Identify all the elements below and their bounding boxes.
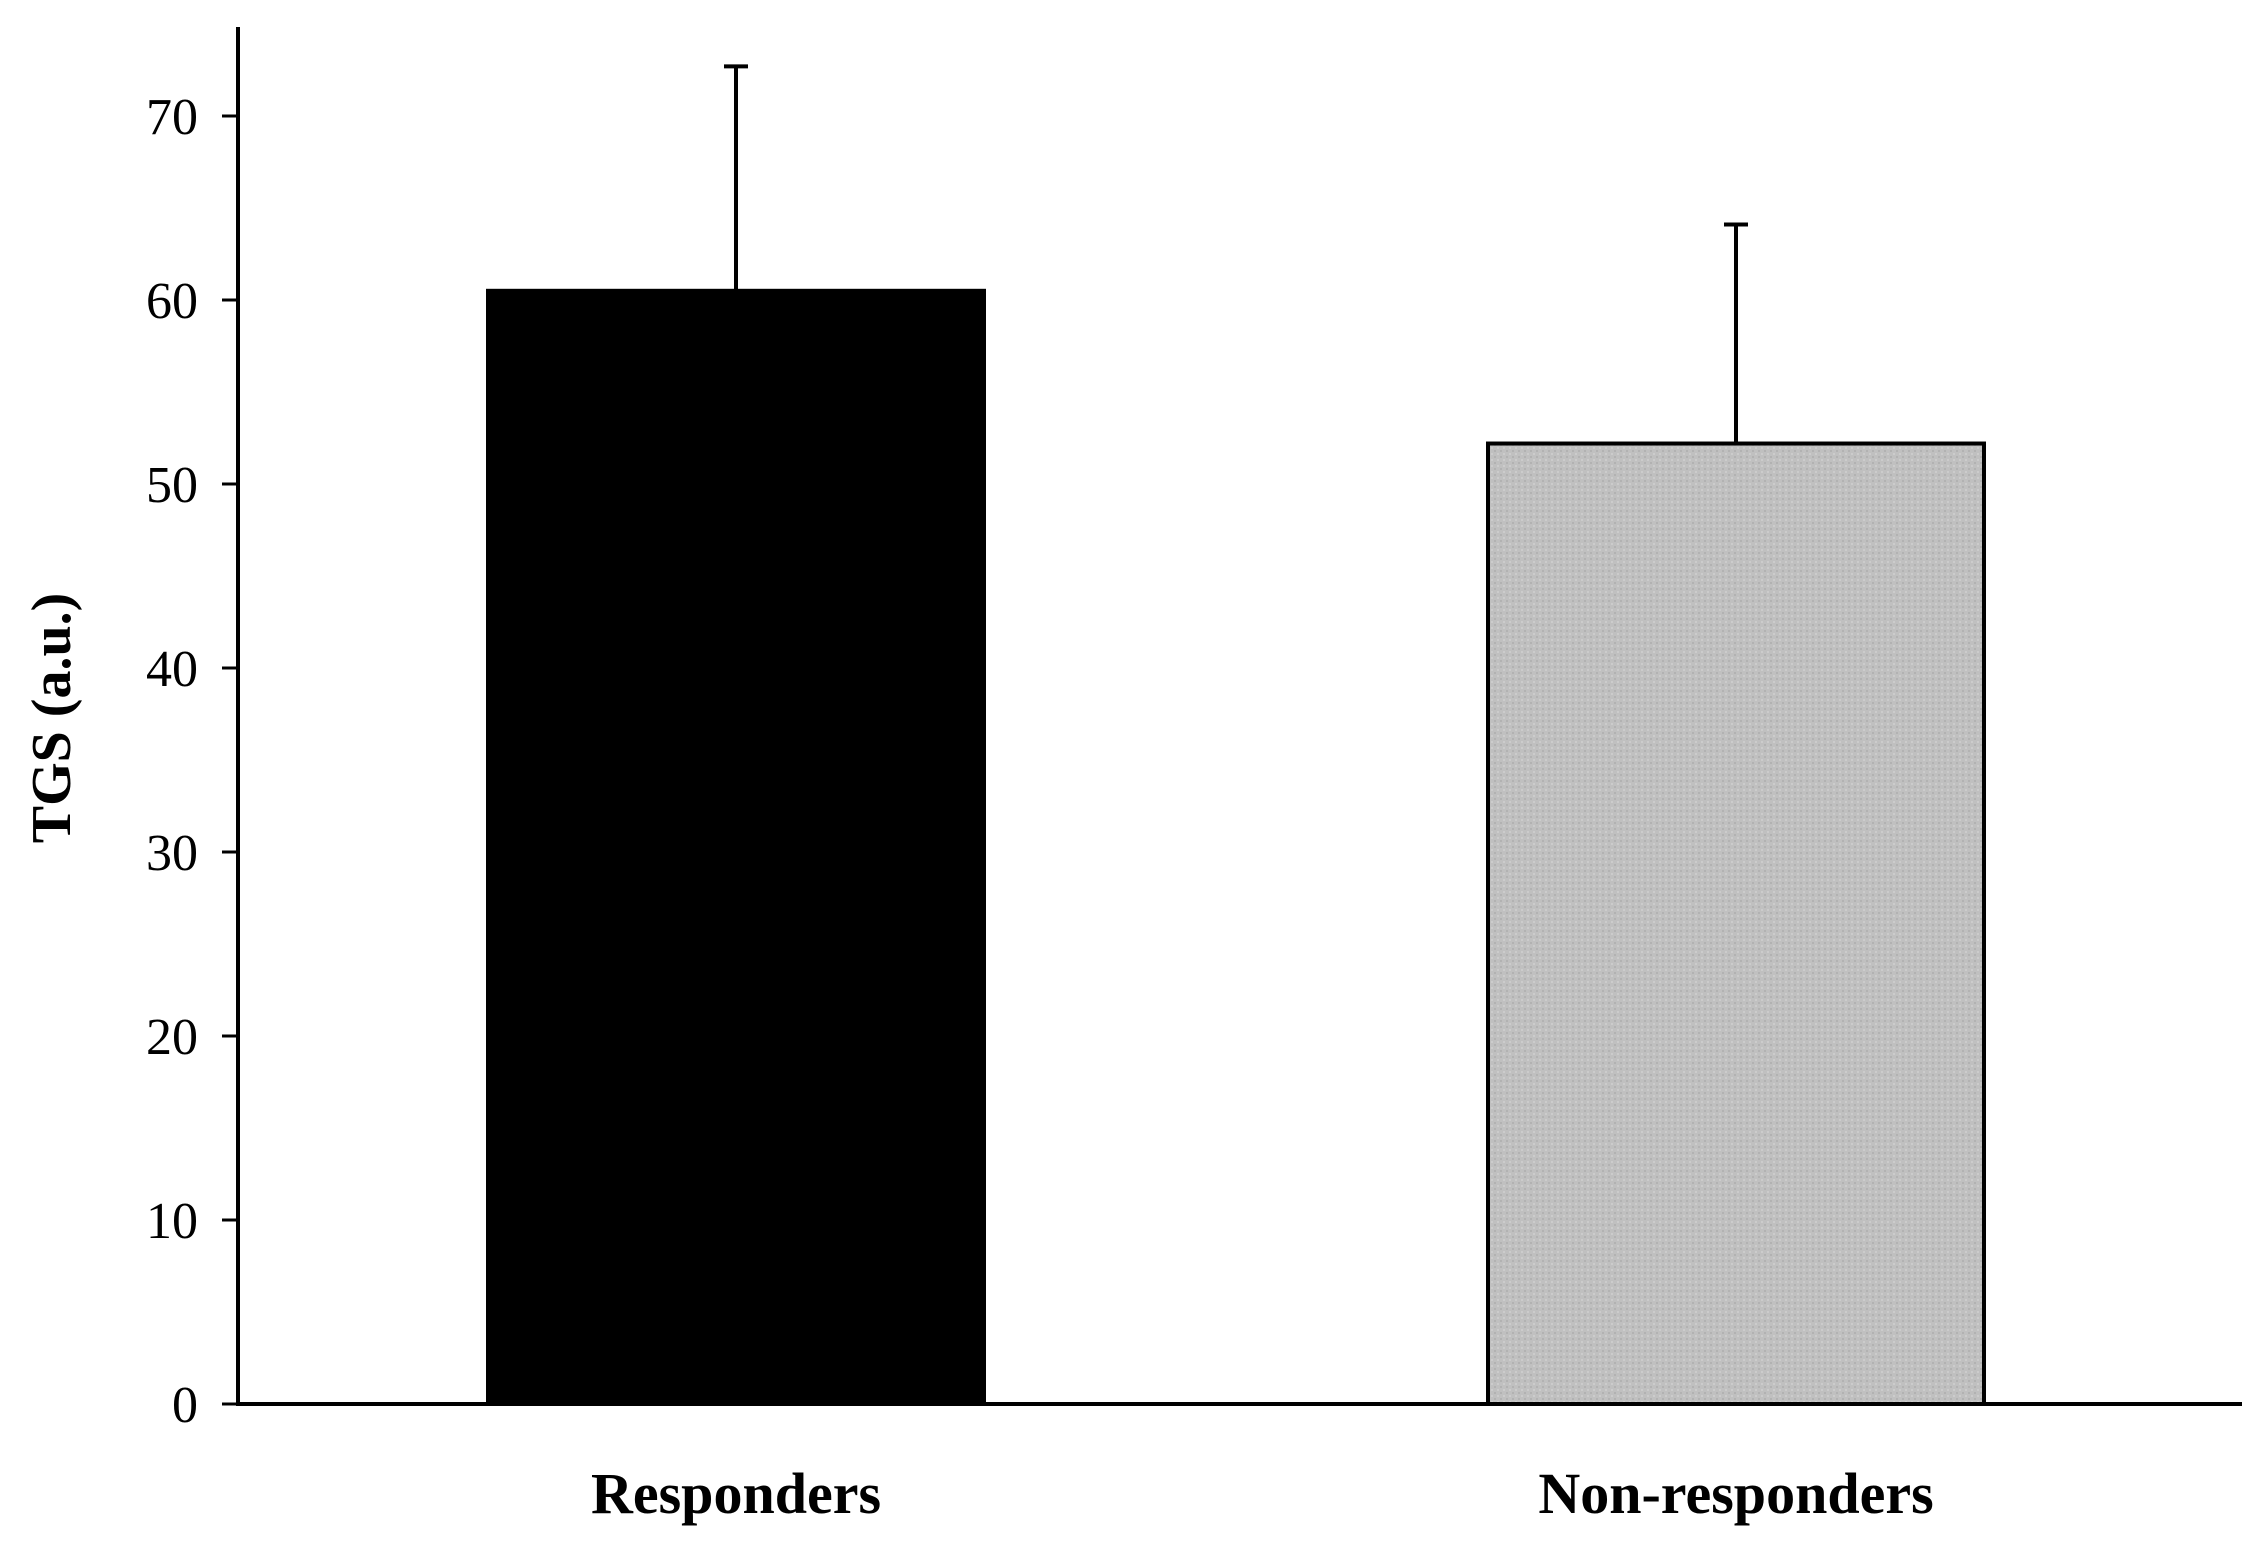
bar-responders [486,288,986,1406]
y-ticks-layer: 0 10 20 30 40 50 60 70 [146,89,238,1434]
y-tick-label: 70 [146,89,198,146]
bar-non-responders [1486,441,1986,1406]
x-category-label: Non-responders [1538,1461,1933,1526]
x-category-label: Responders [591,1461,881,1526]
error-bars-layer [724,64,1748,444]
y-tick-label: 20 [146,1009,198,1066]
y-axis-title: TGS (a.u.) [21,593,83,844]
y-tick-label: 60 [146,273,198,330]
axes-layer [236,27,2242,1406]
y-tick-label: 10 [146,1193,198,1250]
y-tick-label: 50 [146,457,198,514]
x-labels-layer: Responders Non-responders [591,1461,1934,1526]
y-tick-label: 30 [146,825,198,882]
bars-layer [486,288,1986,1406]
y-tick-label: 0 [172,1377,198,1434]
y-tick-label: 40 [146,641,198,698]
